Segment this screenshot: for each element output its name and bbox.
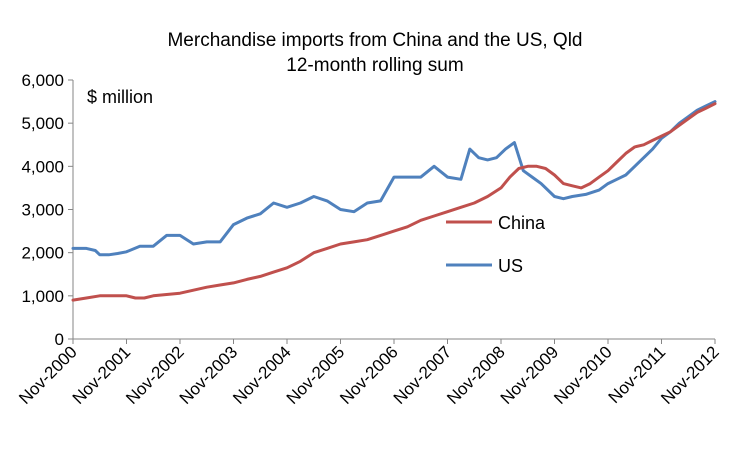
legend: China US <box>446 213 546 276</box>
y-tick-label: 4,000 <box>21 157 64 176</box>
y-tick-label: 2,000 <box>21 244 64 263</box>
x-tick-label: Nov-2012 <box>657 342 723 408</box>
y-tick-label: 5,000 <box>21 114 64 133</box>
unit-label: $ million <box>87 87 153 107</box>
x-tick-label: Nov-2010 <box>550 342 616 408</box>
y-tick-label: 1,000 <box>21 287 64 306</box>
chart-title: Merchandise imports from China and the U… <box>167 30 582 51</box>
series-line-us <box>71 100 717 257</box>
series-line-china <box>71 102 717 302</box>
legend-label-china: China <box>498 213 546 233</box>
series-lines <box>71 100 717 302</box>
y-tick-label: 3,000 <box>21 201 64 220</box>
legend-label-us: US <box>498 256 523 276</box>
y-tick-label: 0 <box>55 330 64 349</box>
y-tick-label: 6,000 <box>21 71 64 90</box>
chart-subtitle: 12-month rolling sum <box>286 55 463 76</box>
